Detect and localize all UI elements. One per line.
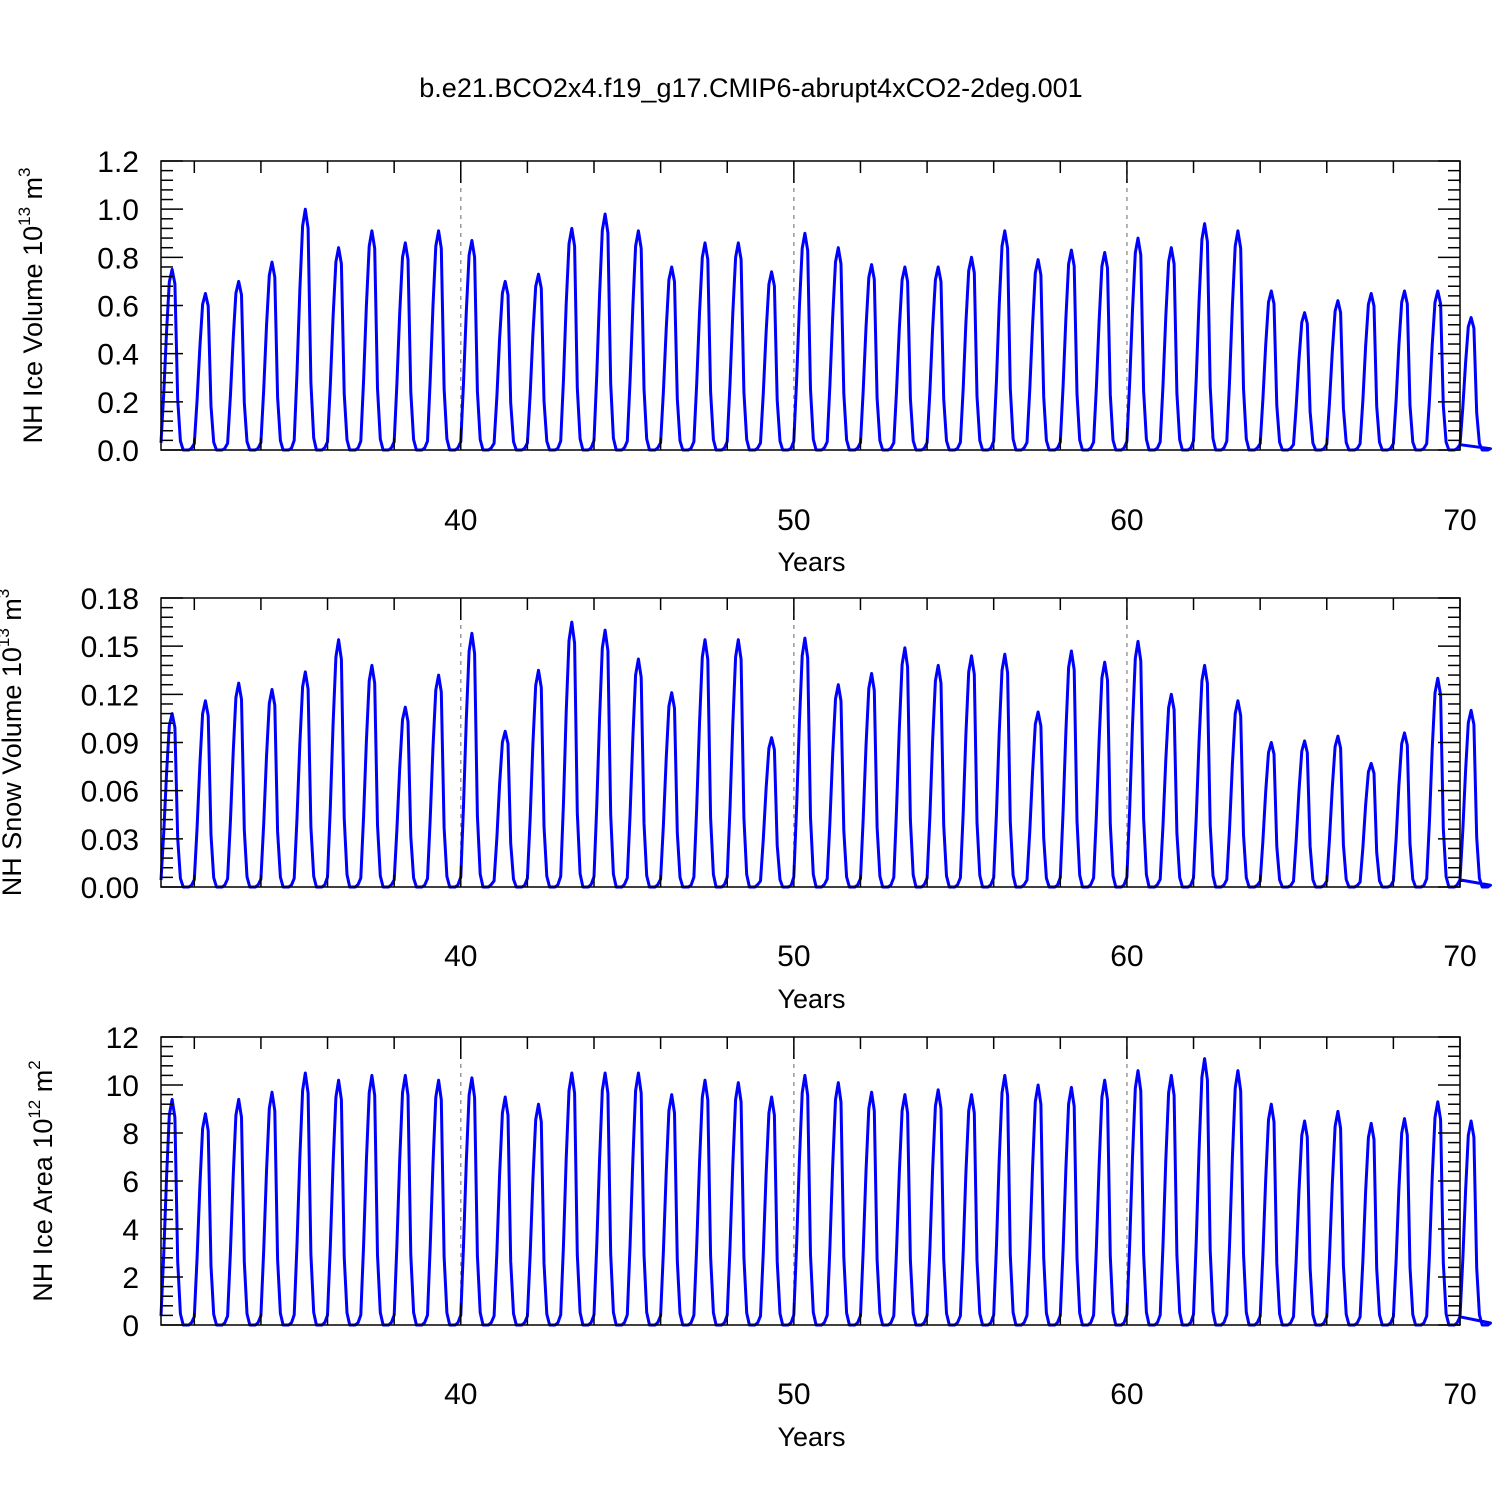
y-tick-label: 0.15 [81, 631, 139, 664]
y-axis-label: NH Ice Volume 1013 m3 [15, 168, 48, 444]
y-tick-label: 0.8 [97, 242, 139, 275]
y-axis-label: NH Snow Volume 1013 m3 [0, 589, 27, 897]
x-axis-label: Years [777, 1422, 845, 1452]
y-axis-label-ylabel-unit: m [18, 177, 48, 207]
y-axis-label-ylabel-sup: 13 [15, 207, 34, 226]
y-tick-label: 0.00 [81, 872, 139, 905]
y-axis-label-ylabel-unit: m [28, 1070, 58, 1100]
y-tick-label: 0.18 [81, 583, 139, 616]
y-tick-label: 4 [122, 1214, 139, 1247]
x-tick-label: 70 [1443, 1378, 1476, 1411]
x-tick-label: 60 [1110, 940, 1143, 973]
y-tick-label: 0.12 [81, 679, 139, 712]
panel-2: 40 50 60 70 0.00 0.03 0.06 0.09 0.12 0.15 0.18 Year… [0, 583, 1492, 1014]
y-axis-label-ylabel-sup: 13 [0, 628, 13, 647]
x-tick-label: 50 [777, 940, 810, 973]
y-tick-label: 0.09 [81, 728, 139, 761]
y-tick-label: 0 [122, 1310, 139, 1343]
x-tick-label: 40 [444, 1378, 477, 1411]
y-axis-label-ylabel-main: NH Ice Area 10 [28, 1119, 58, 1302]
y-tick-label: 6 [122, 1166, 139, 1199]
y-tick-label: 12 [106, 1022, 139, 1055]
y-axis-label-ylabel-unit: m [0, 598, 27, 628]
x-axis-label: Years [777, 984, 845, 1014]
x-tick-label: 70 [1443, 940, 1476, 973]
x-tick-label: 40 [444, 940, 477, 973]
y-tick-label: 0.6 [97, 291, 139, 324]
x-tick-label: 60 [1110, 504, 1143, 537]
y-axis-label-ylabel-sup: 12 [25, 1100, 44, 1119]
y-axis-label-ylabel-main: NH Ice Volume 10 [18, 226, 48, 444]
y-tick-label: 0.4 [97, 339, 139, 372]
y-tick-label: 1.0 [97, 194, 139, 227]
y-tick-label: 0.0 [97, 435, 139, 468]
y-axis-label-ylabel-unit-sup: 3 [0, 589, 13, 598]
y-axis-label-ylabel-main: NH Snow Volume 10 [0, 647, 27, 896]
y-tick-label: 0.03 [81, 824, 139, 857]
x-tick-label: 40 [444, 504, 477, 537]
x-tick-label: 60 [1110, 1378, 1143, 1411]
x-tick-label: 70 [1443, 504, 1476, 537]
y-axis-label-ylabel-unit-sup: 2 [25, 1060, 44, 1069]
chart-title: b.e21.BCO2x4.f19_g17.CMIP6-abrupt4xCO2-2… [419, 73, 1082, 103]
y-tick-label: 8 [122, 1118, 139, 1151]
x-axis-label: Years [777, 547, 845, 577]
y-tick-label: 10 [106, 1070, 139, 1103]
y-axis-label-ylabel-unit-sup: 3 [15, 168, 34, 177]
panel-1: 40 50 60 70 0.0 0.2 0.4 0.6 0.8 1.0 1.2 Years NH Ice… [15, 146, 1492, 577]
y-tick-label: 1.2 [97, 146, 139, 179]
y-tick-label: 2 [122, 1262, 139, 1295]
x-tick-label: 50 [777, 504, 810, 537]
x-tick-label: 50 [777, 1378, 810, 1411]
y-tick-label: 0.06 [81, 776, 139, 809]
y-tick-label: 0.2 [97, 387, 139, 420]
y-axis-label: NH Ice Area 1012 m2 [25, 1060, 58, 1301]
